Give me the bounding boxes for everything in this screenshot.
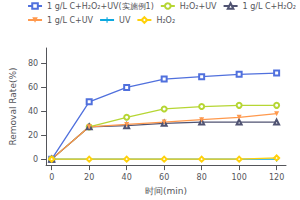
svg-text:100: 100 <box>231 173 246 182</box>
svg-text:40: 40 <box>28 107 38 116</box>
svg-text:40: 40 <box>122 173 132 182</box>
svg-text:80: 80 <box>197 173 207 182</box>
svg-text:0: 0 <box>49 173 54 182</box>
svg-text:0: 0 <box>33 155 38 164</box>
svg-text:20: 20 <box>84 173 94 182</box>
svg-text:H₂O₂: H₂O₂ <box>156 16 175 25</box>
svg-text:1 g/L C+UV: 1 g/L C+UV <box>47 16 94 25</box>
svg-text:UV: UV <box>119 16 131 25</box>
svg-text:20: 20 <box>28 131 38 140</box>
svg-text:时间(min): 时间(min) <box>145 186 187 196</box>
svg-text:1 g/L C+H₂O₂: 1 g/L C+H₂O₂ <box>243 2 296 11</box>
svg-text:1 g/L C+H₂O₂+UV(实施例1): 1 g/L C+H₂O₂+UV(实施例1) <box>47 2 154 11</box>
svg-text:Removal Rate(%): Removal Rate(%) <box>8 68 18 146</box>
svg-text:H₂O₂+UV: H₂O₂+UV <box>180 2 217 11</box>
svg-text:80: 80 <box>28 59 38 68</box>
svg-text:60: 60 <box>28 83 38 92</box>
svg-text:120: 120 <box>269 173 284 182</box>
svg-text:60: 60 <box>159 173 169 182</box>
